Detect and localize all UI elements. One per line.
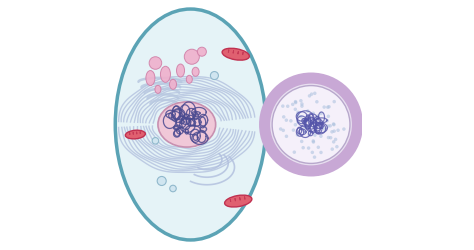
Ellipse shape <box>146 71 155 86</box>
Ellipse shape <box>319 135 323 138</box>
Ellipse shape <box>322 106 326 110</box>
Ellipse shape <box>312 141 315 144</box>
Ellipse shape <box>315 100 319 104</box>
Ellipse shape <box>292 129 295 132</box>
Ellipse shape <box>313 156 316 159</box>
Ellipse shape <box>285 135 288 138</box>
Ellipse shape <box>296 111 300 115</box>
Ellipse shape <box>289 120 292 123</box>
Ellipse shape <box>328 124 332 128</box>
Ellipse shape <box>342 128 346 131</box>
Ellipse shape <box>307 147 310 150</box>
Ellipse shape <box>332 123 335 126</box>
Ellipse shape <box>327 106 331 109</box>
Ellipse shape <box>332 130 336 133</box>
Ellipse shape <box>296 114 300 117</box>
Ellipse shape <box>197 48 206 57</box>
Ellipse shape <box>335 145 338 149</box>
Ellipse shape <box>293 124 297 127</box>
Ellipse shape <box>332 124 336 127</box>
Ellipse shape <box>327 136 330 140</box>
Ellipse shape <box>125 131 146 139</box>
Ellipse shape <box>317 146 320 150</box>
Ellipse shape <box>315 117 319 120</box>
Ellipse shape <box>312 126 315 129</box>
Ellipse shape <box>304 126 307 130</box>
Ellipse shape <box>300 103 304 106</box>
Ellipse shape <box>300 140 303 143</box>
Ellipse shape <box>306 110 310 113</box>
Ellipse shape <box>152 138 159 144</box>
Ellipse shape <box>300 105 304 108</box>
Ellipse shape <box>291 103 294 107</box>
Ellipse shape <box>330 148 334 151</box>
Ellipse shape <box>301 146 305 150</box>
Ellipse shape <box>310 93 313 96</box>
Ellipse shape <box>160 67 171 83</box>
Ellipse shape <box>115 10 266 240</box>
Ellipse shape <box>158 102 216 148</box>
Ellipse shape <box>292 151 296 154</box>
Ellipse shape <box>337 129 340 132</box>
Ellipse shape <box>186 76 192 84</box>
Ellipse shape <box>299 116 303 119</box>
Ellipse shape <box>326 106 329 110</box>
Ellipse shape <box>296 134 299 137</box>
Ellipse shape <box>282 129 285 132</box>
Ellipse shape <box>296 121 300 124</box>
Ellipse shape <box>321 126 324 130</box>
Ellipse shape <box>332 100 336 104</box>
Ellipse shape <box>184 50 200 65</box>
Ellipse shape <box>327 115 330 118</box>
Ellipse shape <box>225 195 252 207</box>
Ellipse shape <box>334 138 337 141</box>
Ellipse shape <box>319 151 323 154</box>
Ellipse shape <box>294 100 297 104</box>
Ellipse shape <box>319 112 323 116</box>
Ellipse shape <box>222 49 249 61</box>
Ellipse shape <box>279 128 283 131</box>
Ellipse shape <box>308 95 311 98</box>
Ellipse shape <box>326 125 330 128</box>
Ellipse shape <box>192 68 199 77</box>
Ellipse shape <box>303 130 307 134</box>
Ellipse shape <box>210 72 219 80</box>
Ellipse shape <box>272 86 350 164</box>
Ellipse shape <box>157 177 166 186</box>
Ellipse shape <box>293 108 297 112</box>
Ellipse shape <box>294 102 297 105</box>
Ellipse shape <box>282 116 285 119</box>
Ellipse shape <box>323 128 327 132</box>
Ellipse shape <box>310 151 314 154</box>
Ellipse shape <box>170 80 176 90</box>
Ellipse shape <box>332 140 336 144</box>
Ellipse shape <box>313 92 317 96</box>
Ellipse shape <box>311 140 315 143</box>
Ellipse shape <box>316 115 320 118</box>
Ellipse shape <box>284 119 288 122</box>
Ellipse shape <box>299 100 303 103</box>
Ellipse shape <box>149 58 162 70</box>
Ellipse shape <box>281 105 284 108</box>
Ellipse shape <box>311 112 315 116</box>
Ellipse shape <box>308 134 311 137</box>
Ellipse shape <box>313 134 317 137</box>
Ellipse shape <box>286 105 290 108</box>
Ellipse shape <box>264 79 357 171</box>
Ellipse shape <box>329 136 332 140</box>
Ellipse shape <box>170 186 176 192</box>
Ellipse shape <box>176 65 184 78</box>
Ellipse shape <box>320 122 324 125</box>
Ellipse shape <box>155 86 161 94</box>
Ellipse shape <box>326 120 329 123</box>
Ellipse shape <box>330 130 334 134</box>
